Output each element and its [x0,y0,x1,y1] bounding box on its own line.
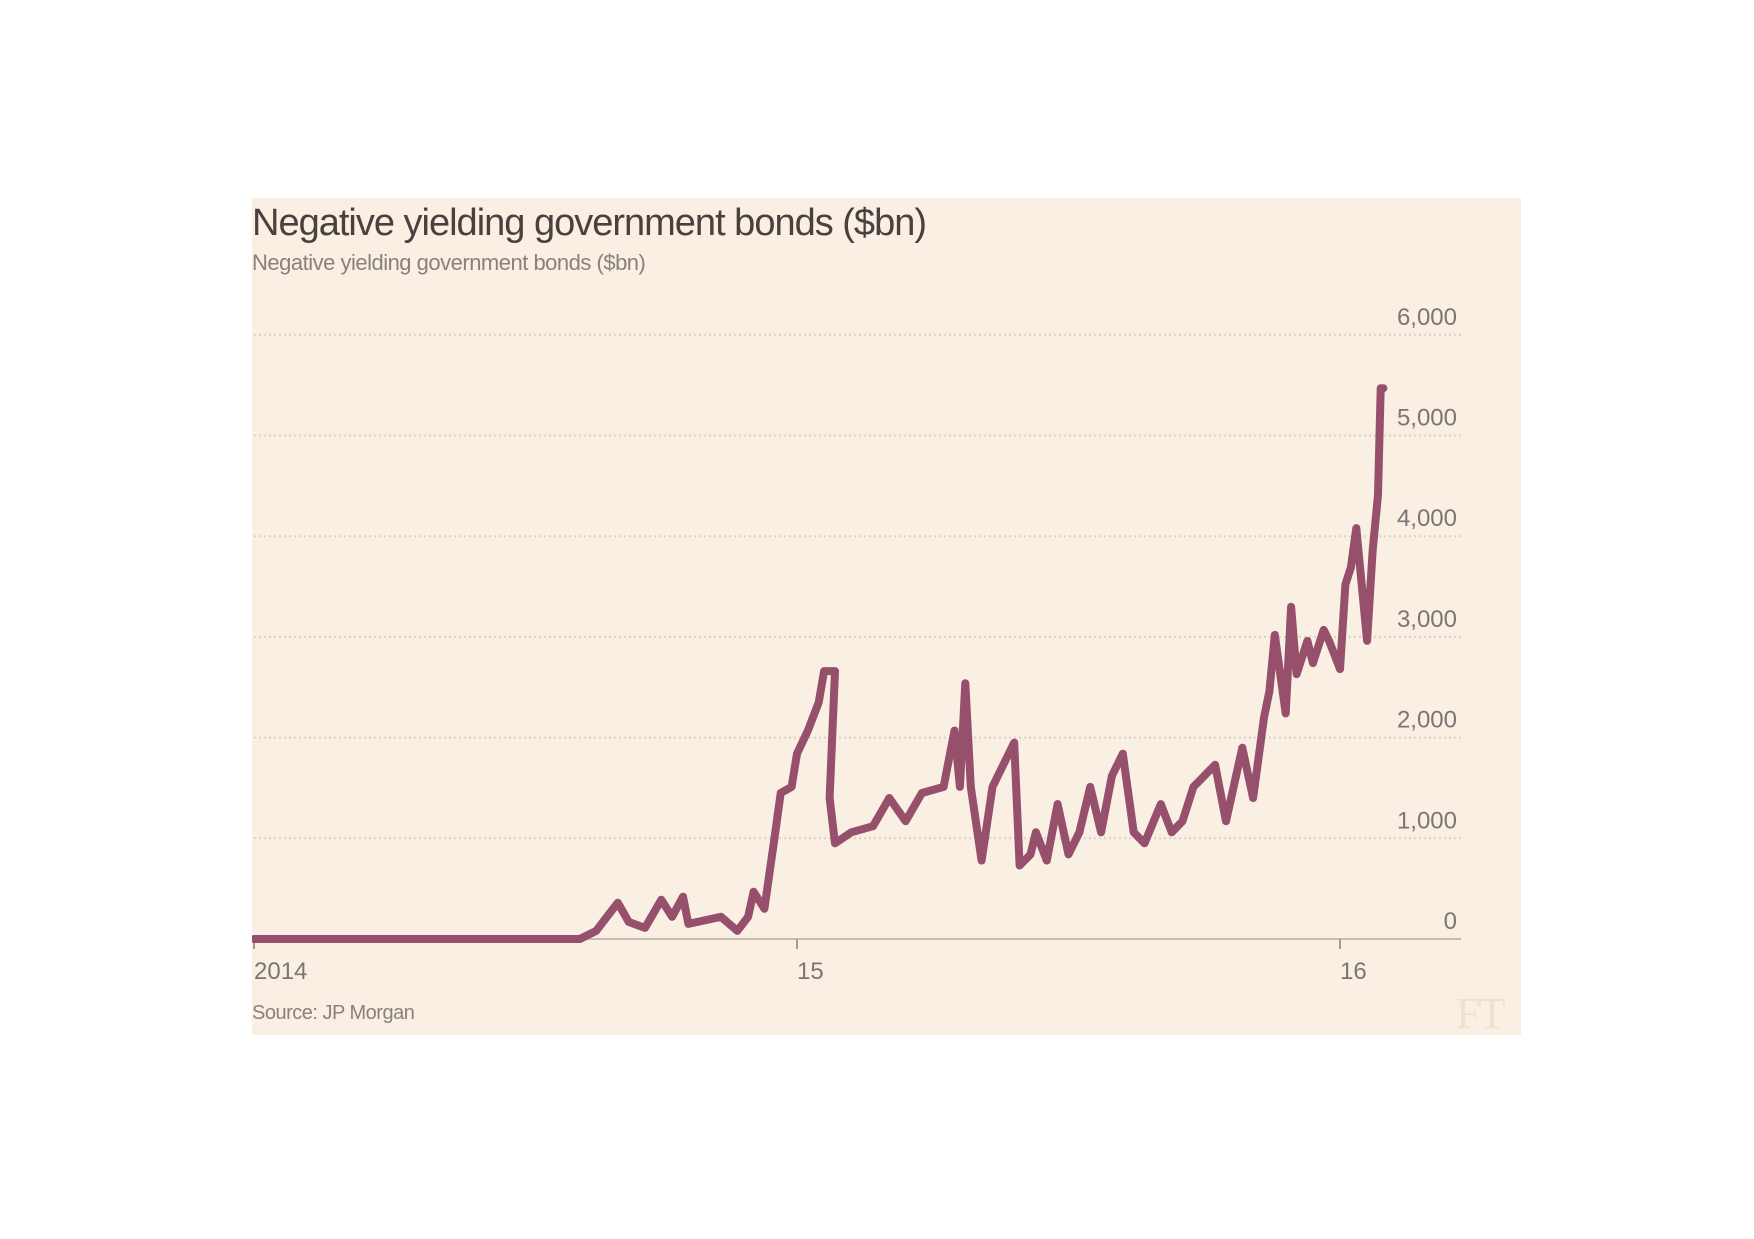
y-tick-label: 3,000 [1397,606,1457,633]
chart-card: Negative yielding government bonds ($bn)… [252,198,1521,1038]
y-tick-label: 2,000 [1397,707,1457,734]
y-tick-label: 6,000 [1397,304,1457,331]
x-tick-label: 2014 [254,958,307,985]
x-tick-label: 16 [1340,958,1367,985]
y-tick-label: 4,000 [1397,505,1457,532]
y-tick-label: 0 [1444,908,1457,935]
x-tick-label: 15 [797,958,824,985]
chart-title: Negative yielding government bonds ($bn) [252,202,927,244]
ft-logo: FT [1456,989,1505,1038]
source-note: Source: JP Morgan [252,1002,415,1024]
line-chart: 0 1,000 2,000 3,000 4,000 5,000 6,000 2014 15 16 [252,304,1461,985]
series-line [252,384,1388,943]
chart-subtitle: Negative yielding government bonds ($bn) [252,250,646,275]
y-tick-label: 5,000 [1397,405,1457,432]
y-tick-label: 1,000 [1397,807,1457,834]
